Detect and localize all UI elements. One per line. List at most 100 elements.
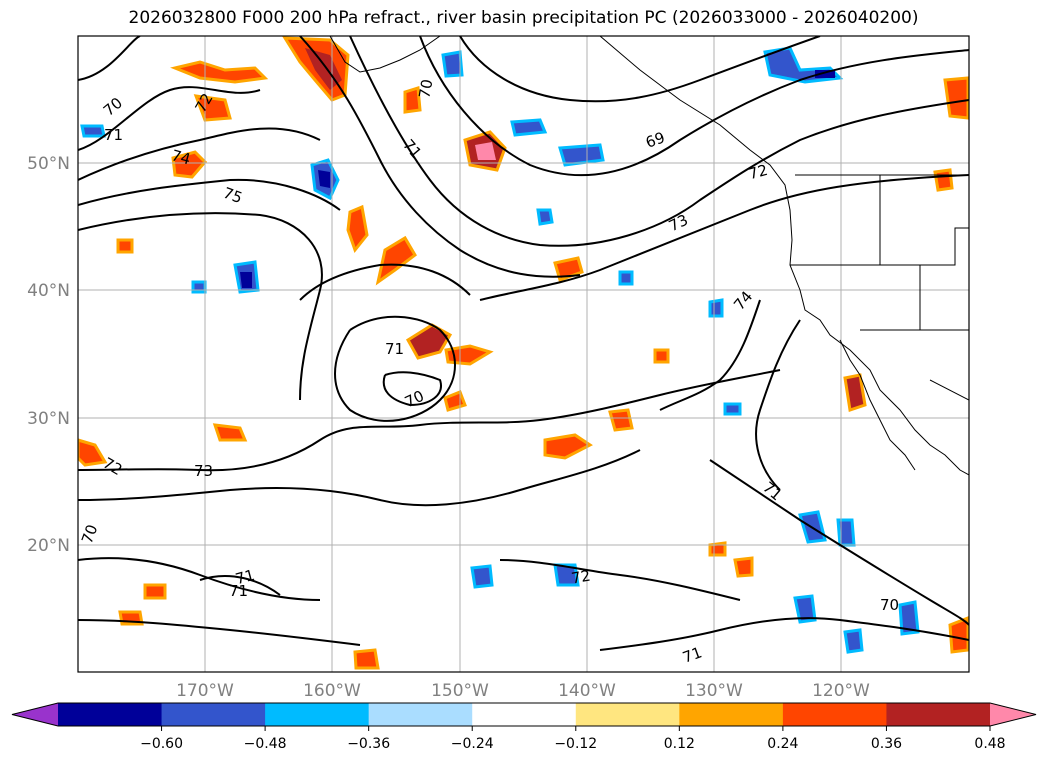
contour-label: 70 [402, 387, 427, 411]
lon-label: 160°W [303, 681, 361, 701]
precip-patch [553, 563, 580, 587]
precip-patch [553, 256, 584, 282]
lat-label: 40°N [27, 281, 70, 301]
colorbar-tick-label: −0.12 [554, 736, 597, 752]
colorbar-tick-label: 0.24 [767, 736, 798, 752]
precip-patch [171, 150, 208, 179]
colorbar-segment [782, 703, 887, 726]
colorbar-segment [472, 703, 577, 726]
precip-patch [116, 238, 134, 254]
colorbar-segment [58, 703, 163, 726]
precip-patch [443, 390, 467, 412]
precip-patch [318, 170, 330, 188]
lon-label: 170°W [176, 681, 234, 701]
contour-label: 71 [229, 582, 248, 600]
lat-label: 30°N [27, 409, 70, 429]
chart-title: 2026032800 F000 200 hPa refract., river … [128, 8, 919, 28]
precip-patch [405, 323, 453, 360]
lon-label: 140°W [558, 681, 616, 701]
contour-label: 74 [730, 288, 756, 314]
precip-patch [898, 600, 920, 636]
precip-patch [653, 348, 670, 364]
precip-patch [441, 50, 464, 78]
colorbar-segment [265, 703, 370, 726]
colorbar-segment [575, 703, 680, 726]
gridlines [78, 36, 969, 672]
precip-patch [843, 373, 867, 412]
colorbar-segment [679, 703, 784, 726]
colorbar-tick-label: −0.60 [140, 736, 183, 752]
precip-patch [723, 402, 742, 416]
lon-label: 120°W [812, 681, 870, 701]
contour-label: 73 [666, 211, 691, 235]
colorbar-segment [886, 703, 991, 726]
contours [78, 36, 969, 651]
precip-patch [843, 628, 864, 654]
colorbar-extend-low [12, 703, 58, 726]
precip-patch [943, 76, 969, 120]
lon-label: 150°W [431, 681, 489, 701]
contour-label: 71 [385, 340, 404, 358]
contour-label: 75 [221, 184, 245, 207]
precip-patch [733, 556, 754, 578]
precip-patch [536, 208, 554, 226]
precip-patches [78, 36, 969, 670]
precip-patch [143, 583, 167, 600]
lat-label: 50°N [27, 154, 70, 174]
colorbar-tick-label: −0.36 [347, 736, 390, 752]
contour-label: 71 [234, 566, 257, 588]
contour-label: 70 [100, 94, 126, 120]
contour-label: 70 [880, 596, 899, 614]
lat-label: 20°N [27, 536, 70, 556]
contour-label: 71 [680, 643, 704, 666]
precip-patch [80, 124, 106, 138]
precip-patch [170, 60, 269, 84]
lon-label: 130°W [685, 681, 743, 701]
plot-frame [77, 35, 970, 673]
precip-patch [353, 648, 380, 670]
precip-patch [933, 168, 954, 192]
contour-label: 70 [415, 78, 436, 100]
contour-label: 72 [570, 567, 592, 588]
colorbar-outline [11, 702, 1037, 727]
precip-patch [558, 143, 605, 167]
coastlines [329, 36, 969, 476]
colorbar-tick-label: 0.36 [871, 736, 902, 752]
precip-patch [836, 518, 856, 547]
precip-patch [346, 204, 369, 254]
precip-patch [475, 142, 496, 160]
precip-patch [403, 86, 422, 114]
precip-patch [948, 616, 969, 654]
lat-labels: 50°N 40°N 30°N 20°N [27, 154, 70, 556]
colorbar-tick-label: −0.48 [244, 736, 287, 752]
colorbar: −0.60 −0.48 −0.36 −0.24 −0.12 0.12 0.24 0.36 0.4… [11, 702, 1037, 752]
contour-label: 71 [104, 126, 123, 144]
precip-patch [708, 298, 724, 318]
colorbar-segment [161, 703, 266, 726]
precip-patch [375, 235, 417, 286]
precip-patch [78, 438, 108, 467]
precip-patch [510, 118, 548, 137]
contour-label: 70 [78, 522, 101, 546]
lon-labels: 170°W 160°W 150°W 140°W 130°W 120°W [176, 681, 870, 701]
precip-patch [212, 423, 248, 442]
contour-label: 74 [169, 146, 192, 168]
precip-patch [608, 408, 634, 432]
precip-patch [305, 48, 342, 90]
colorbar-segment [368, 703, 473, 726]
contour-label: 71 [759, 478, 785, 504]
contour-label: 69 [643, 128, 667, 151]
precip-patch [793, 594, 817, 624]
precip-patch [444, 344, 494, 366]
precip-patch [543, 433, 593, 460]
colorbar-extend-high [990, 703, 1036, 726]
precip-patch [240, 272, 252, 288]
colorbar-tick-label: 0.12 [664, 736, 695, 752]
colorbar-tick-label: 0.48 [974, 736, 1005, 752]
precip-patch [618, 270, 634, 286]
contour-label: 73 [194, 462, 213, 480]
colorbar-tick-label: −0.24 [451, 736, 494, 752]
precip-patch [470, 564, 494, 589]
contour-label: 72 [747, 161, 770, 183]
